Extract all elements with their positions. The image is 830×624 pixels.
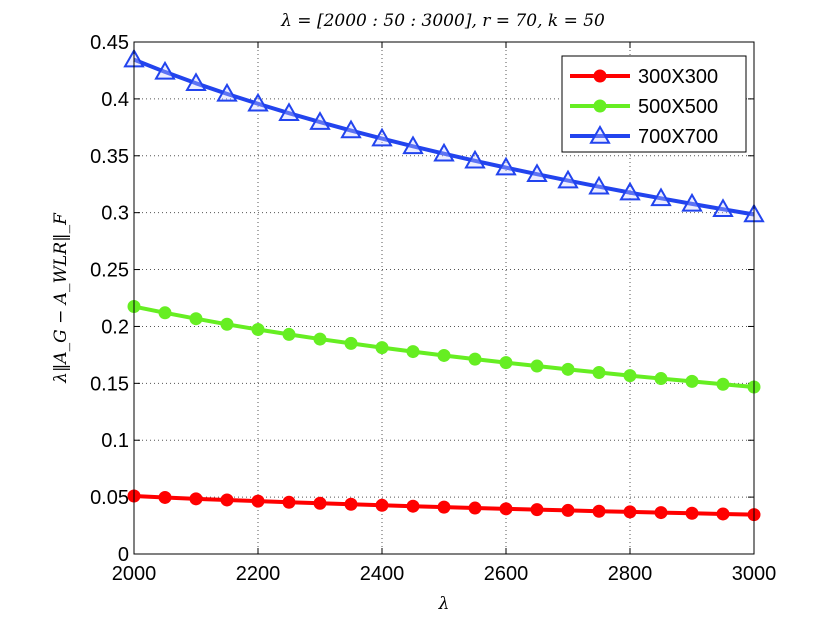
data-point [495,156,517,176]
data-point [619,181,641,201]
series-700X700 [123,48,765,223]
data-point [309,111,331,130]
data-point [158,306,172,320]
series-300X300 [127,489,761,522]
data-point [685,374,699,388]
x-tick-label: 2600 [484,563,529,585]
series-500X500 [127,300,761,394]
legend-label: 300X300 [638,66,718,88]
x-tick-label: 2400 [360,563,405,585]
data-point [189,312,203,326]
data-point [154,60,176,80]
data-point [650,187,672,207]
data-point [433,142,455,162]
data-point [623,369,637,383]
legend-marker [593,99,607,113]
data-point [371,127,393,147]
y-axis-label: λ‖A_G − A_WLR‖_F [51,212,71,384]
data-point [468,352,482,366]
x-tick-label: 2200 [236,563,281,585]
data-point [464,149,486,169]
y-tick-label: 0.15 [90,373,129,395]
data-point [282,495,296,509]
data-point [220,317,234,331]
series-layer [123,48,765,522]
data-point [402,135,424,155]
data-point [375,341,389,355]
data-point [158,490,172,504]
x-axis-ticks: 2000 2200 2400 2600 2800 3000 [112,42,777,585]
data-point [499,502,513,516]
data-point [530,359,544,373]
data-point [716,377,730,391]
y-tick-label: 0.35 [90,146,129,168]
x-tick-label: 2000 [112,563,157,585]
data-point [526,163,548,182]
data-point [654,372,668,386]
data-point [468,501,482,515]
y-tick-label: 0.4 [101,89,129,111]
legend: 300X300 500X500 700X700 [561,55,747,153]
y-axis-ticks: 0 0.05 0.1 0.15 0.2 0.25 0.3 0.35 0.4 0.45 [90,32,754,566]
data-point [623,505,637,519]
legend-label: 700X700 [638,126,718,148]
y-tick-label: 0 [118,544,129,566]
data-point [437,348,451,362]
y-tick-label: 0.45 [90,32,129,54]
data-point [189,492,203,506]
data-point [437,500,451,514]
data-point [282,327,296,341]
data-point [313,496,327,510]
data-point [406,499,420,513]
data-point [557,169,579,189]
data-point [592,366,606,380]
data-point [313,332,327,346]
y-tick-label: 0.2 [101,316,129,338]
data-point [561,503,575,517]
data-point [344,497,358,511]
data-point [530,503,544,517]
data-point [712,198,734,218]
data-point [340,119,362,139]
data-point [406,345,420,359]
data-point [216,82,238,102]
data-point [716,507,730,521]
data-point [685,506,699,520]
legend-marker [593,69,607,83]
legend-marker [589,124,611,144]
x-tick-label: 2800 [608,563,653,585]
legend-label: 500X500 [638,96,718,118]
data-point [251,494,265,508]
series-line [133,57,755,217]
data-point [251,323,265,337]
data-point [344,336,358,350]
x-tick-label: 3000 [732,563,777,585]
data-point [681,192,703,212]
data-point [185,72,207,92]
data-point [561,362,575,376]
y-tick-label: 0.05 [90,487,129,509]
data-point [588,175,610,195]
data-point [278,102,300,121]
x-axis-label: λ [438,594,450,614]
data-point [499,356,513,370]
y-tick-label: 0.25 [90,260,129,282]
data-point [654,506,668,520]
plot-frame [133,41,755,555]
data-point [247,92,269,112]
data-point [592,504,606,518]
y-tick-label: 0.3 [101,203,129,225]
data-point [220,493,234,507]
chart-title: λ = [2000 : 50 : 3000], r = 70, k = 50 [280,11,605,31]
y-tick-label: 0.1 [101,430,129,452]
data-point [375,498,389,512]
